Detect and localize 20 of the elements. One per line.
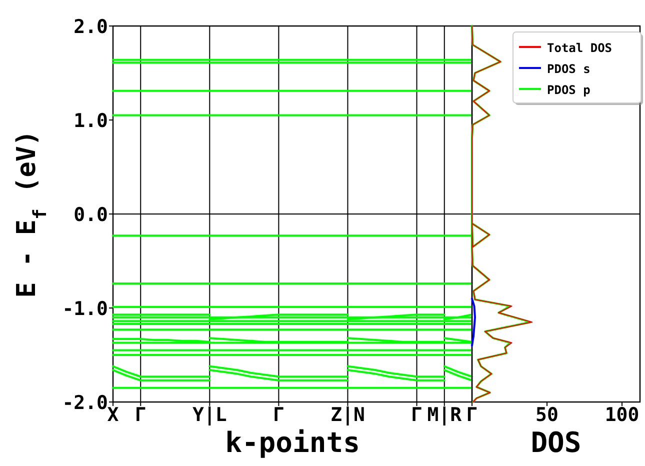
y-tick-label: -2.0: [62, 392, 108, 414]
x-tick-label: Γ: [272, 404, 284, 426]
x-tick-label: Γ: [466, 404, 478, 426]
x-tick-label: Z|N: [330, 404, 365, 426]
x-axis-title: DOS: [530, 426, 582, 459]
x-tick-label: 50: [536, 404, 558, 426]
x-tick-label: X: [107, 404, 120, 426]
x-tick-label: 100: [604, 404, 640, 426]
x-tick-label: Γ: [134, 404, 146, 426]
x-tick-label: Y|L: [192, 404, 227, 426]
x-tick-label: M|R: [427, 404, 462, 426]
y-tick-label: 0.0: [74, 204, 108, 226]
y-tick-label: -1.0: [62, 298, 108, 320]
legend-label: Total DOS: [547, 41, 612, 55]
legend-label: PDOS p: [547, 83, 590, 97]
legend-label: PDOS s: [547, 62, 590, 76]
x-axis-title: k-points: [225, 426, 360, 459]
x-tick-label: Γ: [411, 404, 422, 426]
y-tick-label: 2.0: [74, 16, 108, 38]
y-tick-label: 1.0: [74, 110, 108, 132]
